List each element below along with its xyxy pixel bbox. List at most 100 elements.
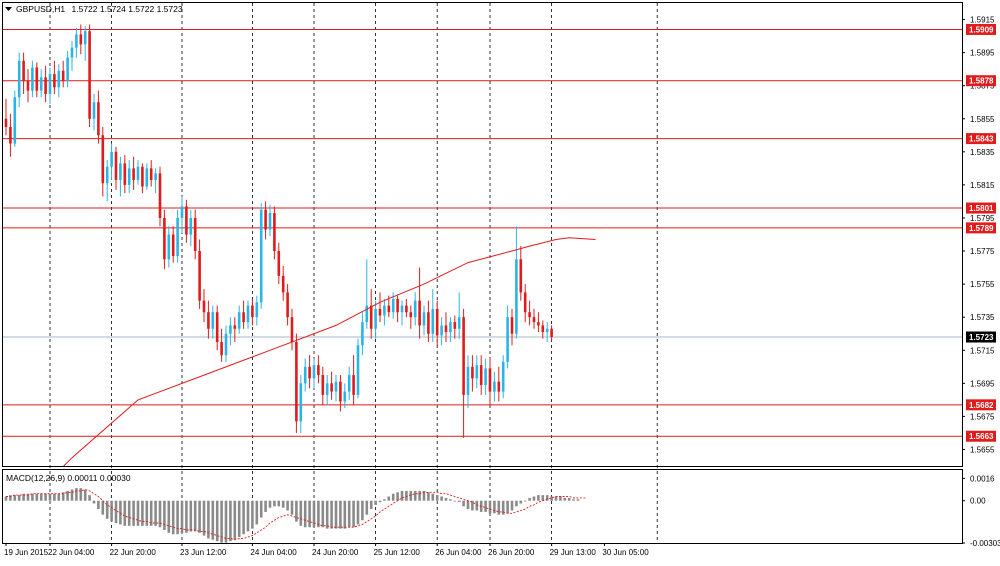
candle-body bbox=[61, 70, 65, 81]
macd-bar bbox=[88, 495, 91, 501]
candle-body bbox=[233, 325, 237, 329]
macd-bar bbox=[114, 500, 118, 524]
macd-bar bbox=[449, 499, 452, 501]
candle-body bbox=[229, 325, 232, 334]
macd-bar bbox=[405, 490, 408, 501]
candle-body bbox=[154, 173, 157, 180]
candle-body bbox=[453, 322, 457, 329]
macd-bar bbox=[92, 500, 96, 504]
candle-body bbox=[224, 333, 228, 356]
macd-bar bbox=[418, 490, 421, 501]
svg-text:GBPUSD,H1 1.5722 1.572: GBPUSD,H1 1.5722 1.5724 1.5722 1.5723 bbox=[16, 4, 183, 14]
candle-body bbox=[369, 305, 373, 329]
macd-indicator bbox=[4, 488, 587, 543]
candle-body bbox=[435, 308, 439, 336]
candle-body bbox=[400, 305, 404, 313]
dropdown-triangle-icon[interactable] bbox=[5, 7, 12, 11]
horizontal-levels[interactable] bbox=[3, 28, 962, 437]
level-price-label: 1.5663 bbox=[969, 432, 994, 441]
candle-body bbox=[295, 341, 298, 422]
candle-body bbox=[57, 70, 61, 88]
price-tick-label: 1.5775 bbox=[970, 247, 995, 256]
level-price-tag[interactable] bbox=[966, 133, 996, 145]
candle-body bbox=[378, 308, 382, 316]
candle-body bbox=[136, 166, 140, 180]
candle-body bbox=[39, 77, 43, 91]
macd-bar bbox=[141, 500, 144, 526]
macd-bar bbox=[83, 489, 87, 501]
candle-body bbox=[242, 312, 245, 323]
macd-bar bbox=[211, 500, 215, 540]
candle-body bbox=[466, 366, 470, 395]
time-tick-label: 24 Jun 04:00 bbox=[250, 548, 297, 557]
price-tick-label: 1.5795 bbox=[970, 214, 995, 223]
current-price-label: 1.5723 bbox=[969, 333, 994, 342]
macd-bar bbox=[70, 489, 74, 501]
candle-body bbox=[123, 163, 127, 185]
candle-body bbox=[290, 317, 294, 342]
macd-bar bbox=[48, 493, 52, 501]
macd-bar bbox=[462, 500, 465, 507]
candle-body bbox=[550, 328, 553, 338]
macd-bar bbox=[361, 500, 364, 521]
macd-bar bbox=[220, 500, 223, 543]
candle-body bbox=[193, 217, 197, 252]
candle-body bbox=[365, 305, 369, 323]
time-tick-label: 22 Jun 20:00 bbox=[110, 548, 157, 557]
candle-body bbox=[374, 308, 377, 329]
macd-bar bbox=[202, 500, 206, 536]
moving-average-line bbox=[63, 237, 596, 466]
level-price-tag[interactable] bbox=[966, 75, 996, 87]
macd-bar bbox=[457, 500, 461, 503]
macd-bar bbox=[9, 495, 12, 501]
candle-body bbox=[158, 173, 162, 218]
candle-body bbox=[541, 325, 545, 333]
macd-bar bbox=[198, 500, 201, 533]
macd-panel-frame bbox=[2, 469, 963, 544]
macd-bar bbox=[35, 493, 39, 501]
candle-body bbox=[356, 345, 360, 395]
macd-bar bbox=[383, 499, 386, 501]
macd-bar bbox=[339, 500, 342, 529]
candle-body bbox=[145, 168, 149, 187]
level-price-tag[interactable] bbox=[966, 222, 996, 234]
macd-bar bbox=[163, 500, 166, 531]
candle-body bbox=[268, 213, 272, 230]
candle-body bbox=[119, 163, 122, 180]
candle-body bbox=[171, 234, 175, 256]
candle-body bbox=[515, 259, 518, 334]
level-price-label: 1.5789 bbox=[969, 224, 994, 233]
macd-bar bbox=[145, 500, 149, 526]
candle-body bbox=[211, 312, 215, 329]
macd-bar bbox=[422, 490, 426, 501]
macd-bar bbox=[57, 493, 61, 501]
candle-body bbox=[506, 317, 509, 362]
candle-body bbox=[440, 325, 443, 336]
candle-body bbox=[246, 305, 250, 323]
candle-body bbox=[53, 74, 56, 88]
level-price-tag[interactable] bbox=[966, 23, 996, 35]
macd-bar bbox=[97, 500, 100, 510]
level-price-tag[interactable] bbox=[966, 399, 996, 411]
macd-bar bbox=[427, 492, 430, 501]
price-tick-label: 1.5715 bbox=[970, 346, 995, 355]
candle-body bbox=[207, 312, 210, 329]
macd-bar bbox=[554, 496, 558, 501]
price-tick-label: 1.5655 bbox=[970, 445, 995, 454]
macd-bar bbox=[576, 499, 580, 501]
candle-body bbox=[237, 312, 241, 329]
level-price-tag[interactable] bbox=[966, 202, 996, 214]
level-price-tag[interactable] bbox=[966, 430, 996, 442]
candle-body bbox=[545, 328, 549, 333]
macd-bar bbox=[39, 493, 43, 501]
candle-body bbox=[523, 292, 527, 313]
macd-bar bbox=[321, 500, 325, 528]
macd-bar bbox=[374, 500, 377, 505]
candle-body bbox=[457, 317, 461, 329]
macd-bar bbox=[189, 500, 193, 532]
macd-bar bbox=[237, 500, 241, 537]
macd-bar bbox=[471, 500, 474, 511]
macd-bar bbox=[444, 497, 448, 501]
